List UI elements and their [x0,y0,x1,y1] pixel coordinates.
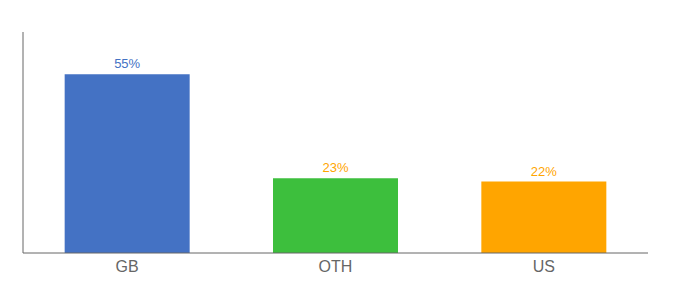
svg-text:US: US [533,258,555,275]
svg-text:23%: 23% [322,160,348,175]
svg-text:GB: GB [116,258,139,275]
svg-text:22%: 22% [531,164,557,179]
svg-text:55%: 55% [114,56,140,71]
svg-text:OTH: OTH [319,258,353,275]
